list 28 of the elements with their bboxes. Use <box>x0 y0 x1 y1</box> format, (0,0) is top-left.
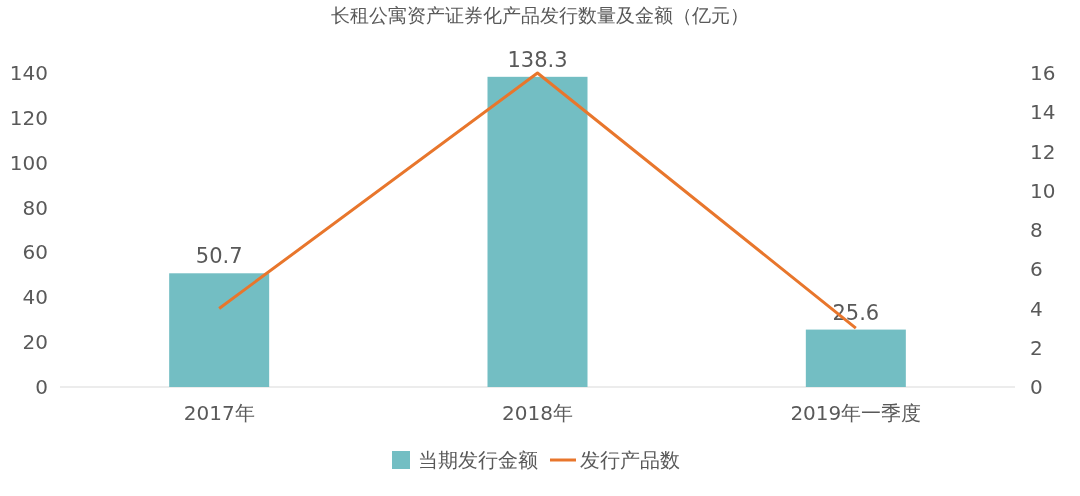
y-tick-label: 40 <box>22 285 48 310</box>
y-tick-label: 120 <box>9 105 48 130</box>
y-tick-label: 0 <box>35 375 48 399</box>
y2-tick-label: 14 <box>1030 100 1056 125</box>
y2-tick-label: 0 <box>1030 375 1043 399</box>
legend-label: 发行产品数 <box>580 448 680 472</box>
y2-tick-label: 8 <box>1030 218 1043 242</box>
bar <box>805 329 906 387</box>
y2-tick-label: 16 <box>1030 61 1056 85</box>
x-tick-label: 2019年一季度 <box>790 401 922 425</box>
bar <box>487 76 588 387</box>
y2-tick-label: 4 <box>1030 296 1043 321</box>
y-tick-label: 100 <box>9 150 48 175</box>
y-tick-label: 80 <box>22 195 48 220</box>
y-tick-label: 20 <box>22 330 48 355</box>
y-tick-label: 60 <box>22 240 48 265</box>
y2-tick-label: 2 <box>1030 335 1043 360</box>
chart-title: 长租公寓资产证券化产品发行数量及金额（亿元） <box>331 4 749 26</box>
y-tick-label: 140 <box>9 61 48 85</box>
bar <box>169 273 270 387</box>
legend-label: 当期发行金额 <box>418 448 538 472</box>
data-label: 138.3 <box>507 47 568 72</box>
x-tick-label: 2018年 <box>502 401 573 425</box>
x-tick-label: 2017年 <box>183 401 255 425</box>
y2-tick-label: 6 <box>1030 257 1043 282</box>
y2-tick-label: 10 <box>1030 178 1056 203</box>
data-label: 50.7 <box>195 244 243 269</box>
y2-tick-label: 12 <box>1030 139 1056 164</box>
